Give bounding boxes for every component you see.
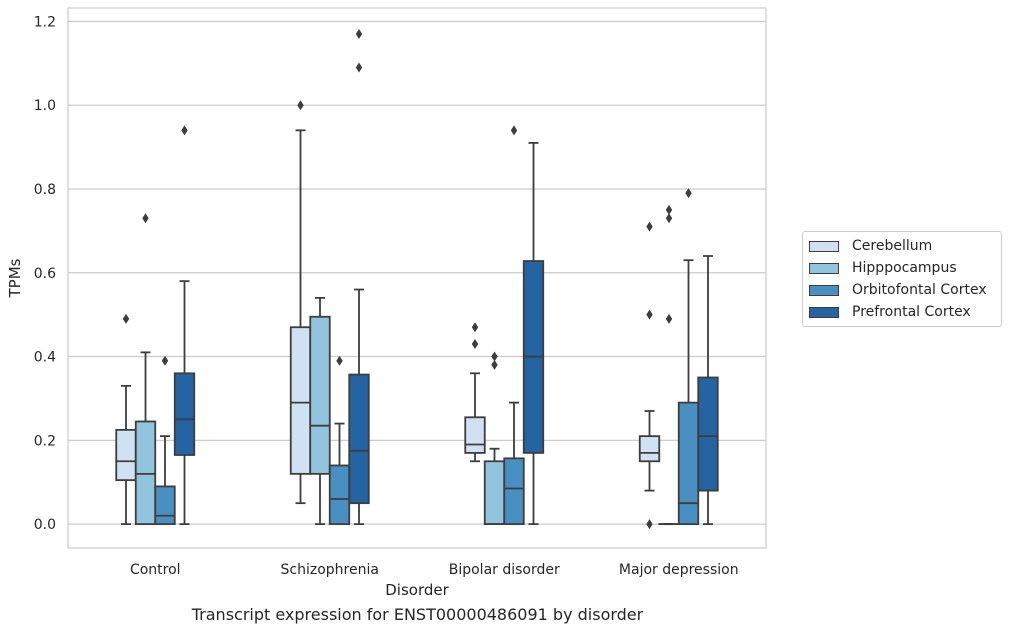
box-series	[115, 28, 719, 530]
box-3-0	[173, 125, 196, 526]
box-2-0	[154, 355, 176, 526]
box-1-1	[309, 296, 331, 526]
y-axis-label: TPMs	[6, 258, 24, 298]
outlier-point	[646, 221, 653, 232]
figure-caption: Transcript expression for ENST0000048609…	[191, 605, 644, 624]
box	[348, 373, 370, 505]
legend-label: Orbitofontal Cortex	[852, 282, 987, 298]
outlier-point	[646, 519, 653, 530]
box-2-1	[328, 355, 351, 526]
outlier-point	[665, 313, 673, 324]
outlier-point	[646, 309, 653, 320]
box	[173, 372, 196, 456]
box-0-1	[289, 100, 312, 505]
legend-label: Cerebellum	[852, 238, 933, 254]
box	[483, 460, 506, 526]
box-1-2	[483, 351, 506, 526]
box-2-3	[677, 188, 700, 526]
box	[677, 401, 700, 526]
outlier-point	[685, 188, 692, 199]
outlier-point	[665, 213, 673, 224]
outlier-point	[491, 359, 498, 370]
y-tick-label: 1.2	[34, 14, 56, 30]
y-tick-label: 0.0	[34, 517, 56, 533]
legend-swatch	[809, 306, 839, 318]
outlier-point	[510, 125, 518, 136]
box	[464, 416, 486, 454]
box-0-3	[638, 221, 661, 530]
x-axis-label: Disorder	[385, 581, 449, 599]
legend-item-hippocampus: Hipppocampus	[809, 257, 957, 279]
box-2-2	[503, 125, 525, 526]
box	[115, 428, 137, 482]
box-0-2	[464, 322, 486, 463]
legend-label: Prefrontal Cortex	[852, 304, 971, 320]
box-3-3	[697, 255, 719, 526]
outlier-point	[181, 125, 188, 136]
legend-item-orbitofrontal-cortex: Orbitofontal Cortex	[809, 279, 987, 301]
legend-swatch	[809, 240, 839, 252]
box	[134, 420, 157, 526]
x-axis-ticks: Control Schizophrenia Bipolar disorder Majo…	[130, 562, 739, 578]
box-3-2	[522, 141, 545, 526]
outlier-point	[665, 204, 673, 215]
box	[309, 315, 331, 475]
legend-swatch	[809, 262, 839, 274]
legend-swatch	[809, 284, 839, 296]
y-tick-label: 0.4	[34, 350, 56, 366]
outlier-point	[297, 100, 304, 111]
box	[697, 376, 719, 492]
box-3-1	[348, 28, 370, 526]
legend-item-prefrontal-cortex: Prefrontal Cortex	[809, 301, 971, 323]
outlier-point	[142, 213, 149, 224]
outlier-point	[355, 28, 363, 39]
outlier-point	[471, 338, 479, 349]
outlier-point	[355, 62, 363, 73]
outlier-point	[122, 313, 130, 324]
x-tick-label: Control	[130, 562, 181, 578]
box	[503, 457, 525, 526]
x-tick-label: Major depression	[619, 562, 739, 578]
outlier-point	[161, 355, 169, 366]
plot-area-frame	[67, 7, 767, 549]
box-1-0	[134, 213, 157, 526]
legend: Cerebellum Hipppocampus Orbitofontal Cor…	[802, 231, 1002, 327]
box-1-3	[658, 204, 680, 526]
box	[638, 435, 661, 463]
outlier-point	[471, 322, 479, 333]
box	[328, 464, 351, 526]
y-tick-label: 1.0	[34, 98, 56, 114]
y-tick-label: 0.6	[34, 266, 56, 282]
x-tick-label: Schizophrenia	[281, 562, 379, 578]
legend-label: Hipppocampus	[852, 260, 957, 276]
box	[289, 326, 312, 475]
box	[154, 485, 176, 526]
gridlines	[68, 20, 766, 525]
x-tick-label: Bipolar disorder	[449, 562, 560, 578]
outlier-point	[491, 351, 498, 362]
box-0-0	[115, 313, 137, 526]
legend-item-cerebellum: Cerebellum	[809, 235, 932, 257]
y-tick-label: 0.2	[34, 433, 56, 449]
y-axis-ticks: 0.0 0.2 0.4 0.6 0.8 1.0 1.2	[34, 14, 56, 533]
outlier-point	[336, 355, 343, 366]
y-tick-label: 0.8	[34, 182, 56, 198]
